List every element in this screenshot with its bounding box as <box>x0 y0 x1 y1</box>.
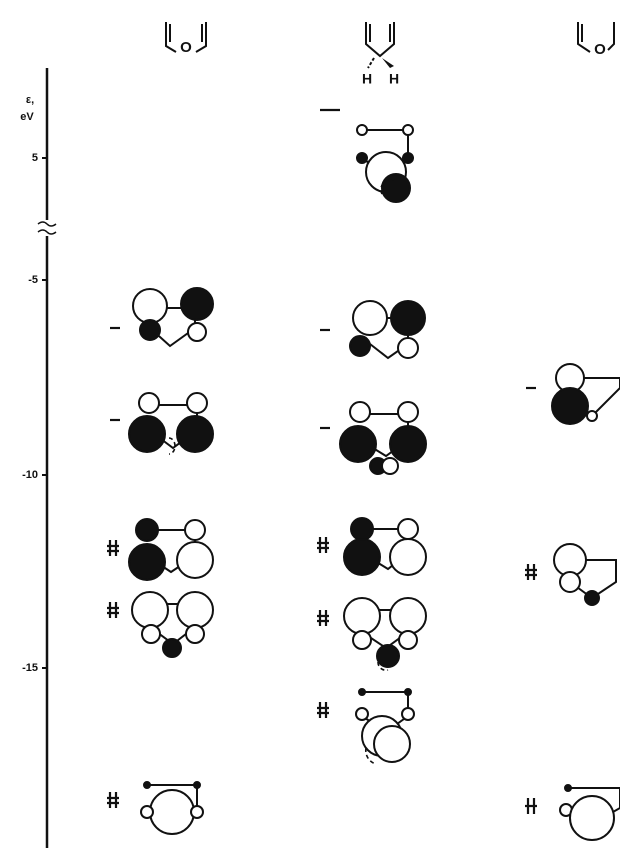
orbital-part <box>391 301 425 335</box>
orbital-part <box>585 591 599 605</box>
atom-label: O <box>180 39 192 56</box>
orbital-part <box>399 631 417 649</box>
orbital-part <box>398 402 418 422</box>
orbital-part <box>390 426 426 462</box>
orbital <box>107 592 213 657</box>
orbital <box>525 785 620 840</box>
orbital-part <box>129 544 165 580</box>
orbital-part <box>382 174 410 202</box>
orbital-part <box>390 539 426 575</box>
axis-label: ε, <box>26 94 34 106</box>
orbital <box>317 689 414 764</box>
orbital-part <box>398 519 418 539</box>
orbital-part <box>374 726 410 762</box>
energy-axis <box>38 68 56 848</box>
orbital-part <box>107 540 119 556</box>
orbital-part <box>587 411 597 421</box>
tick-label: 5 <box>32 152 38 164</box>
orbital <box>317 518 426 575</box>
orbital-part <box>340 426 376 462</box>
orbital-part <box>570 796 614 840</box>
orbital <box>526 364 620 424</box>
orbital-part <box>525 798 537 814</box>
orbital-part <box>136 519 158 541</box>
orbital-part <box>317 702 329 718</box>
orbital-part <box>107 792 119 808</box>
orbital-part <box>351 518 373 540</box>
orbital-part <box>402 708 414 720</box>
atom-label: H <box>362 71 372 87</box>
orbital-part <box>560 572 580 592</box>
orbital <box>525 544 616 605</box>
orbital <box>107 519 213 580</box>
atom-label: O <box>594 41 606 58</box>
molecule-icon-part <box>382 58 394 68</box>
orbital-part <box>177 592 213 628</box>
axis-unit: eV <box>20 111 34 123</box>
orbital-part <box>144 782 150 788</box>
orbital-part <box>403 153 413 163</box>
orbital-part <box>382 458 398 474</box>
orbital-part <box>186 625 204 643</box>
orbital-part <box>133 289 167 323</box>
orbital <box>357 125 413 202</box>
tick-label: -15 <box>22 662 38 674</box>
orbital-part <box>142 625 160 643</box>
orbital-part <box>177 542 213 578</box>
energy-axis-part <box>38 222 56 234</box>
orbital-part <box>129 416 165 452</box>
molecule-icon-part <box>368 58 374 68</box>
orbital-part <box>403 125 413 135</box>
orbital-part <box>350 402 370 422</box>
orbital <box>320 402 426 474</box>
orbital-part <box>525 564 537 580</box>
orbital-part <box>194 782 200 788</box>
orbital <box>110 288 213 346</box>
orbital-part <box>181 288 213 320</box>
orbital-part <box>163 639 181 657</box>
orbital-part <box>141 806 153 818</box>
orbital-part <box>140 320 160 340</box>
orbital-part <box>188 323 206 341</box>
orbital-part <box>132 592 168 628</box>
mo-diagram: ε, eV 5 -5 -10 -15 O H H O <box>0 0 620 848</box>
orbital-part <box>350 336 370 356</box>
orbital-part <box>353 301 387 335</box>
tick-label: -5 <box>28 274 38 286</box>
orbital-part <box>405 689 411 695</box>
orbital <box>107 782 203 834</box>
orbital-part <box>357 153 367 163</box>
orbital-part <box>177 416 213 452</box>
orbital-part <box>107 602 119 618</box>
orbital-part <box>317 537 329 553</box>
orbital-part <box>317 610 329 626</box>
orbital-part <box>359 689 365 695</box>
orbital-part <box>139 393 159 413</box>
orbital-part <box>357 125 367 135</box>
orbital-part <box>377 645 399 667</box>
orbital-part <box>191 806 203 818</box>
orbital-part <box>185 520 205 540</box>
atom-label: H <box>389 71 399 87</box>
orbital-part <box>150 790 194 834</box>
orbital <box>317 598 426 670</box>
orbital-part <box>353 631 371 649</box>
orbital-part <box>344 598 380 634</box>
orbital <box>320 301 425 358</box>
orbital <box>110 393 213 454</box>
orbital-part <box>398 338 418 358</box>
orbital-part <box>565 785 571 791</box>
tick-label: -10 <box>22 469 38 481</box>
orbital-part <box>187 393 207 413</box>
orbital-part <box>390 598 426 634</box>
molecule-icon-part <box>366 22 394 56</box>
orbital-part <box>356 708 368 720</box>
orbital-part <box>344 539 380 575</box>
molecule-icon <box>166 22 614 68</box>
orbital-part <box>552 388 588 424</box>
